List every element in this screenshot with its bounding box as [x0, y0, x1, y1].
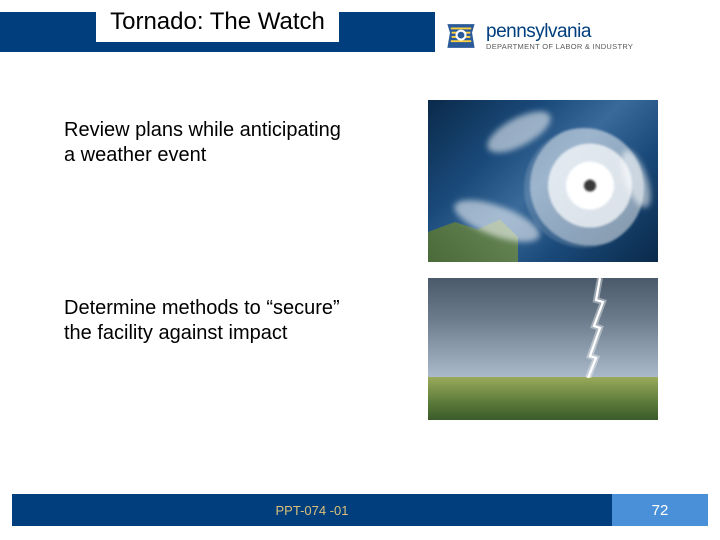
bullet-1: Review plans while anticipating a weathe…: [64, 118, 344, 168]
logo-main-text: pennsylvania: [486, 22, 633, 41]
footer-code: PPT-074 -01: [276, 503, 349, 518]
pa-logo: pennsylvania DEPARTMENT OF LABOR & INDUS…: [444, 16, 704, 56]
logo-text: pennsylvania DEPARTMENT OF LABOR & INDUS…: [486, 22, 633, 51]
hurricane-image: [428, 100, 658, 262]
footer-right: 72: [612, 494, 708, 526]
page-number: 72: [652, 502, 669, 519]
bullet-2: Determine methods to “secure” the facili…: [64, 296, 354, 346]
keystone-icon: [444, 19, 478, 53]
lightning-image: [428, 278, 658, 420]
slide-title: Tornado: The Watch: [96, 8, 339, 42]
footer: PPT-074 -01 72: [12, 494, 708, 526]
logo-sub-text: DEPARTMENT OF LABOR & INDUSTRY: [486, 43, 633, 51]
title-bar: Tornado: The Watch: [0, 12, 435, 52]
footer-left: PPT-074 -01: [12, 494, 612, 526]
